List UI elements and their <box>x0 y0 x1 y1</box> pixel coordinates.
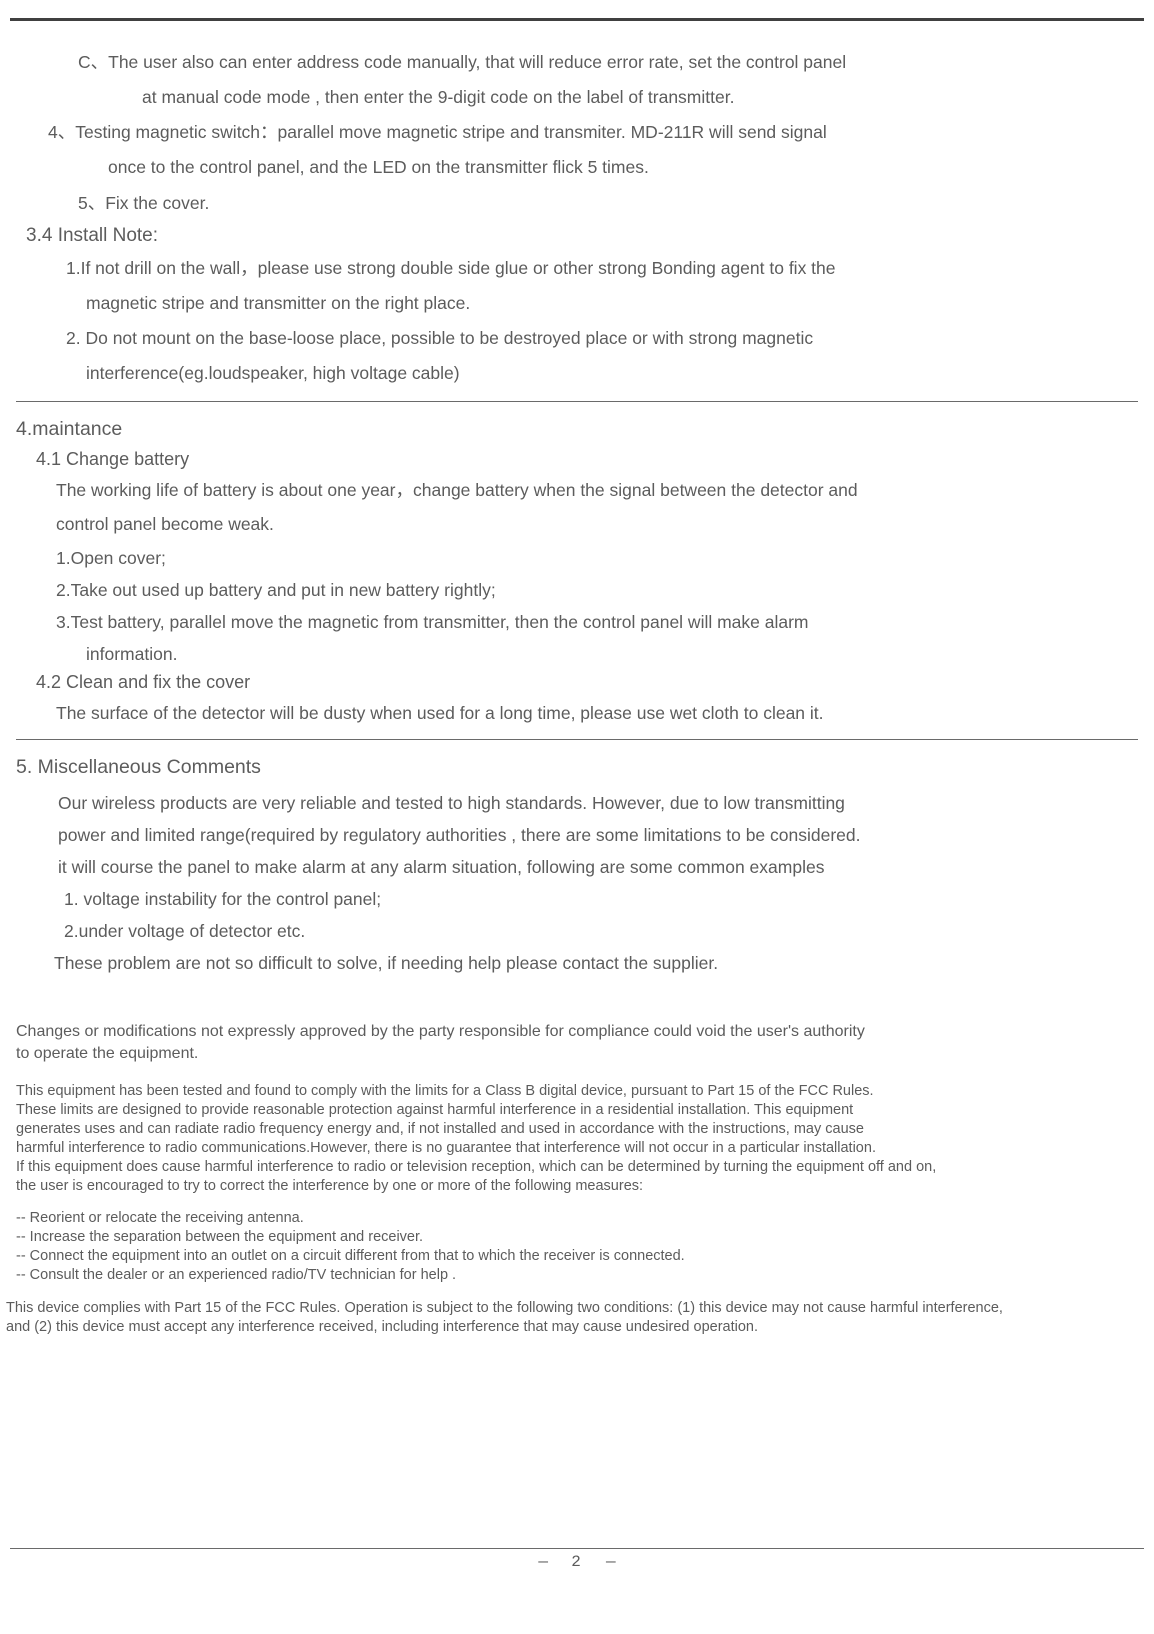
sec5-sub2: 2.under voltage of detector etc. <box>16 917 1138 945</box>
fcc-body: This equipment has been tested and found… <box>16 1082 1138 1195</box>
fcc-bullet-2: -- Increase the separation between the e… <box>16 1228 1138 1247</box>
top-rule <box>10 18 1144 21</box>
fcc-bullet-4: -- Consult the dealer or an experienced … <box>16 1266 1138 1285</box>
sec41-step2: 2.Take out used up battery and put in ne… <box>16 576 1138 604</box>
heading-3-4: 3.4 Install Note: <box>16 225 1138 247</box>
heading-5: 5. Miscellaneous Comments <box>16 756 1138 779</box>
fcc-body-line1: This equipment has been tested and found… <box>16 1083 874 1099</box>
page-number-value: 2 <box>571 1553 583 1571</box>
sec5-para-line1: Our wireless products are very reliable … <box>16 789 1138 817</box>
sec41-step3-line1: 3.Test battery, parallel move the magnet… <box>16 608 1138 636</box>
fcc-body-line5: If this equipment does cause harmful int… <box>16 1159 936 1175</box>
sec41-para-line2: control panel become weak. <box>16 510 1138 538</box>
sec41-para-line1: The working life of battery is about one… <box>16 476 1138 504</box>
intro-item5: 5、Fix the cover. <box>16 190 1138 217</box>
fcc-body-line2: These limits are designed to provide rea… <box>16 1102 853 1118</box>
intro-item4-line2: once to the control panel, and the LED o… <box>16 154 1138 181</box>
fcc-lead-line1: Changes or modifications not expressly a… <box>16 1023 865 1040</box>
intro-c-line2: at manual code mode , then enter the 9-d… <box>16 84 1138 111</box>
sec41-step1: 1.Open cover; <box>16 544 1138 572</box>
sec34-item1-line1: 1.If not drill on the wall，please use st… <box>16 255 1138 282</box>
fcc-body-line3: generates uses and can radiate radio fre… <box>16 1121 864 1137</box>
sec42-para: The surface of the detector will be dust… <box>16 699 1138 727</box>
sec5-para-line2: power and limited range(required by regu… <box>16 821 1138 849</box>
fcc-lead-line2: to operate the equipment. <box>16 1045 198 1062</box>
horizontal-rule-2 <box>16 739 1138 740</box>
fcc-body-line4: harmful interference to radio communicat… <box>16 1140 876 1156</box>
fcc-tail: This device complies with Part 15 of the… <box>6 1299 1138 1337</box>
horizontal-rule-1 <box>16 401 1138 402</box>
sec34-item2-line2: interference(eg.loudspeaker, high voltag… <box>16 360 1138 387</box>
fcc-tail-line1: This device complies with Part 15 of the… <box>6 1300 1003 1316</box>
heading-4-1: 4.1 Change battery <box>16 449 1138 470</box>
sec41-step3-line2: information. <box>16 640 1138 668</box>
fcc-tail-line2: and (2) this device must accept any inte… <box>6 1319 758 1335</box>
fcc-bullet-1: -- Reorient or relocate the receiving an… <box>16 1209 1138 1228</box>
heading-4: 4.maintance <box>16 418 1138 441</box>
intro-c-line1: C、The user also can enter address code m… <box>16 49 1138 76</box>
sec5-para-line3: it will course the panel to make alarm a… <box>16 853 1138 881</box>
sec5-final: These problem are not so difficult to so… <box>16 949 1138 977</box>
fcc-bullet-3: -- Connect the equipment into an outlet … <box>16 1247 1138 1266</box>
intro-item4-line1: 4、Testing magnetic switch：parallel move … <box>16 119 1138 146</box>
sec5-sub1: 1. voltage instability for the control p… <box>16 885 1138 913</box>
sec34-item1-line2: magnetic stripe and transmitter on the r… <box>16 290 1138 317</box>
page-number: — 2 — <box>538 1553 615 1571</box>
footer-rule: — 2 — <box>10 1548 1144 1578</box>
fcc-lead: Changes or modifications not expressly a… <box>16 1021 1138 1064</box>
fcc-bullets: -- Reorient or relocate the receiving an… <box>16 1209 1138 1284</box>
sec34-item2-line1: 2. Do not mount on the base-loose place,… <box>16 325 1138 352</box>
fcc-body-line6: the user is encouraged to try to correct… <box>16 1178 643 1194</box>
heading-4-2: 4.2 Clean and fix the cover <box>16 672 1138 693</box>
